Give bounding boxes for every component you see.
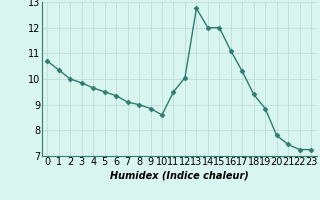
X-axis label: Humidex (Indice chaleur): Humidex (Indice chaleur) xyxy=(110,170,249,180)
